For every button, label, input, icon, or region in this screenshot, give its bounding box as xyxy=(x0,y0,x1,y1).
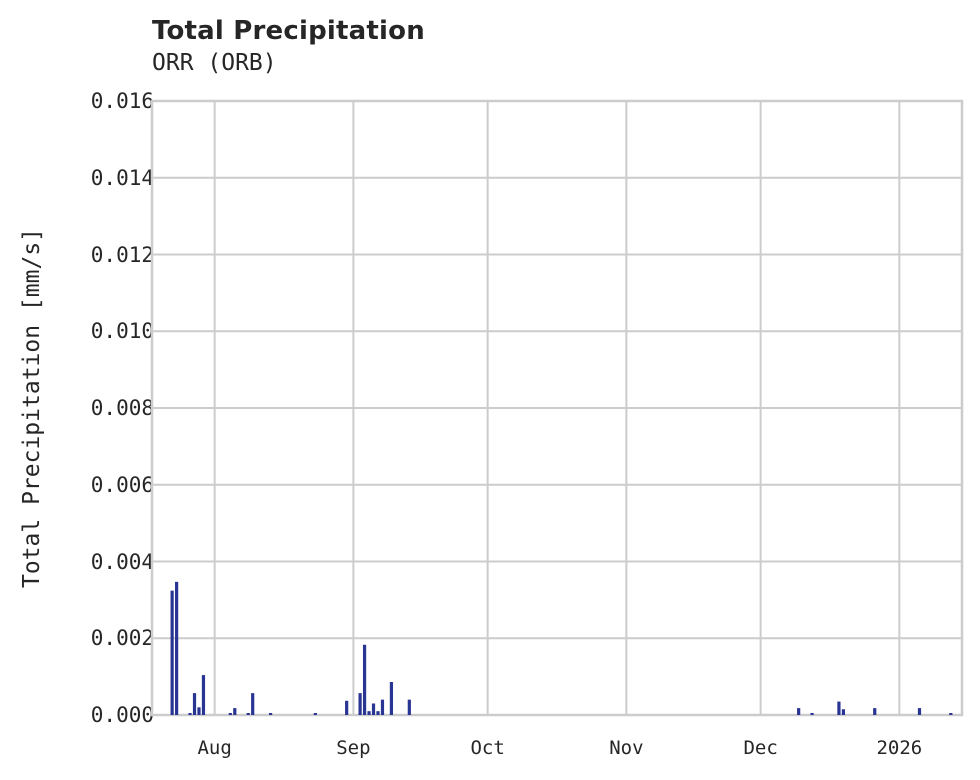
precip-bar xyxy=(345,700,349,715)
precip-bar xyxy=(407,699,411,715)
x-tick-label: Oct xyxy=(470,737,505,759)
precip-bar xyxy=(376,711,380,715)
precip-bar xyxy=(389,681,394,715)
precip-bar xyxy=(268,713,273,715)
chart-subtitle: ORR (ORB) xyxy=(152,50,277,76)
precip-bar xyxy=(837,701,841,715)
precip-bar xyxy=(192,693,197,715)
precip-bar xyxy=(949,713,953,715)
precip-bar xyxy=(251,693,255,715)
x-tick-label: Nov xyxy=(609,737,644,759)
precip-bar xyxy=(197,707,201,715)
precip-bar xyxy=(917,708,922,715)
precip-bar xyxy=(188,713,192,715)
y-tick-label: 0.006 xyxy=(90,472,154,497)
precip-bar xyxy=(367,711,371,715)
y-tick-label: 0.002 xyxy=(90,626,154,651)
precip-bar xyxy=(233,708,237,715)
y-tick-label: 0.012 xyxy=(90,242,154,267)
chart-title: Total Precipitation xyxy=(152,16,425,46)
precip-bar xyxy=(873,708,877,715)
precip-bar xyxy=(358,693,362,715)
x-tick-label: Dec xyxy=(743,737,778,759)
precip-bar xyxy=(371,703,376,715)
y-tick-label: 0.008 xyxy=(90,396,154,420)
precip-bar xyxy=(313,713,317,715)
precip-bar xyxy=(246,713,250,715)
precip-bar xyxy=(362,644,367,715)
precip-bar xyxy=(797,708,801,715)
precip-bar xyxy=(201,675,206,715)
y-tick-label: 0.014 xyxy=(90,165,154,190)
precip-bar xyxy=(228,713,232,715)
precip-bar xyxy=(810,713,814,715)
y-tick-label: 0.016 xyxy=(90,89,154,113)
x-tick-label: 2026 xyxy=(876,737,923,759)
y-tick-label: 0.000 xyxy=(90,703,154,727)
x-tick-label: Aug xyxy=(197,737,232,759)
precip-bar xyxy=(380,699,385,715)
x-tick-label: Sep xyxy=(336,737,371,759)
y-tick-label: 0.004 xyxy=(90,549,154,574)
plot-frame xyxy=(150,99,964,717)
precip-bar xyxy=(175,581,179,715)
precip-bar xyxy=(841,709,846,715)
y-tick-label: 0.010 xyxy=(90,319,154,344)
precip-bar xyxy=(170,590,174,715)
